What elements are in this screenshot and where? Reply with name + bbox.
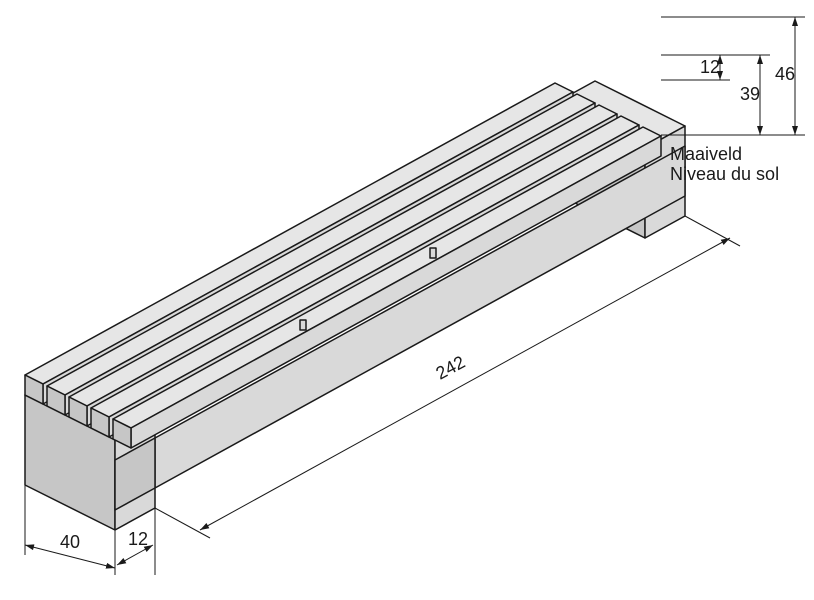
dim-text-h46: 46 — [775, 64, 795, 84]
seat-slats — [25, 83, 661, 448]
dim-text-leg12: 12 — [128, 529, 148, 549]
dim-text-40: 40 — [60, 532, 80, 552]
label-maaiveld: Maaiveld — [670, 144, 742, 164]
dim-heights: 12 39 46 Maaiveld Niveau du sol — [661, 17, 805, 184]
dim-text-242: 242 — [432, 352, 468, 384]
dim-text-h12: 12 — [700, 57, 720, 77]
dim-text-h39: 39 — [740, 84, 760, 104]
bench-technical-drawing: 40 12 242 12 39 — [0, 0, 814, 600]
bench-iso-view — [25, 81, 685, 530]
label-niveau-du-sol: Niveau du sol — [670, 164, 779, 184]
